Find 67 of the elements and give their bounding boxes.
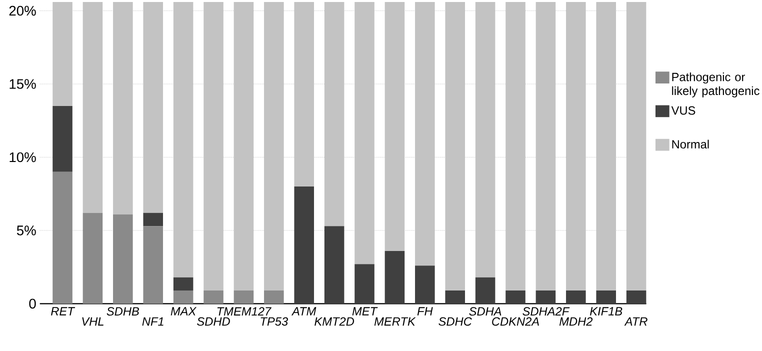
bar	[52, 2, 72, 106]
bar	[475, 2, 496, 278]
bar	[506, 290, 526, 304]
x-tick-label: SDHD	[197, 317, 230, 326]
bar	[566, 290, 586, 304]
bar	[415, 266, 435, 304]
x-tick-label: SDHA2F	[522, 307, 570, 316]
x-tick-label: NF1	[142, 317, 164, 326]
y-tick-label: 10%	[10, 152, 36, 162]
x-tick-label: TP53	[260, 317, 288, 326]
x-tick-label: SDHB	[106, 307, 139, 316]
bar	[113, 2, 133, 214]
x-tick-label: RET	[51, 307, 76, 316]
bar	[475, 277, 496, 304]
bar	[234, 290, 254, 304]
x-tick-label: VHL	[82, 317, 104, 326]
y-tick-label: 5%	[16, 226, 36, 236]
bar	[626, 2, 646, 290]
bar	[536, 290, 556, 304]
x-tick-label: MDH2	[559, 317, 593, 326]
bar	[173, 277, 194, 290]
legend-label: Pathogenic or likely pathogenic	[672, 72, 760, 98]
bar	[324, 2, 344, 226]
x-tick-label: SDHC	[438, 317, 472, 326]
bar	[415, 2, 435, 266]
y-tick-label: 0	[29, 298, 36, 309]
bar	[445, 290, 465, 304]
x-tick-label: CDKN2A	[492, 317, 539, 326]
x-tick-label: KIF1B	[590, 307, 622, 316]
bar	[384, 2, 405, 251]
bar	[506, 2, 526, 290]
x-tick-label: MAX	[170, 307, 197, 316]
bar	[264, 290, 284, 304]
bar	[143, 2, 164, 213]
x-tick-label: ATR	[624, 317, 648, 326]
x-tick-label: TMEM127	[217, 307, 272, 316]
bar	[445, 2, 465, 290]
bar	[596, 290, 616, 304]
bar	[294, 2, 314, 186]
x-tick-label: MERTK	[374, 317, 416, 326]
legend-label: Normal	[672, 140, 709, 148]
bar	[536, 2, 556, 290]
bar	[82, 2, 103, 213]
bar	[626, 290, 646, 304]
x-tick-label: KMT2D	[314, 317, 354, 326]
bar	[204, 290, 224, 304]
bar	[173, 2, 194, 278]
x-tick-label: MET	[352, 307, 378, 316]
bar	[204, 2, 224, 290]
bar	[354, 2, 374, 264]
bar	[234, 2, 254, 290]
y-tick-label: 15%	[10, 79, 36, 89]
x-tick-label: FH	[417, 307, 433, 316]
bar	[143, 212, 164, 226]
bar	[52, 106, 72, 172]
bar	[566, 2, 586, 290]
y-tick-label: 20%	[9, 6, 36, 16]
bar	[324, 226, 344, 304]
x-tick-label: ATM	[291, 307, 316, 316]
legend-label: VUS	[671, 106, 696, 115]
bar	[354, 264, 374, 304]
bar	[596, 2, 616, 290]
bar	[294, 186, 314, 304]
bar	[384, 250, 405, 304]
bar	[173, 290, 194, 304]
x-tick-label: SDHA	[469, 307, 502, 316]
bar	[264, 2, 284, 290]
